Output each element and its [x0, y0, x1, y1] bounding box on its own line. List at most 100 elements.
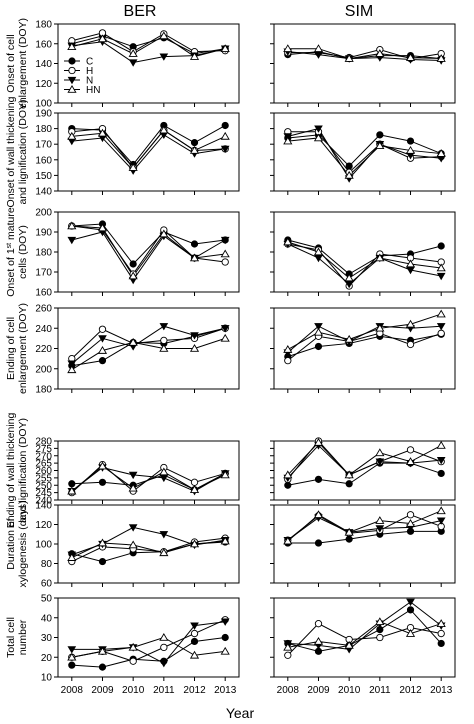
data-point-h [160, 643, 168, 652]
y-tick-label: 30 [41, 633, 53, 644]
x-tick-label: 2013 [214, 685, 237, 696]
data-point-h [98, 325, 107, 333]
data-point-hn [375, 617, 385, 625]
data-point-hn [97, 34, 108, 43]
y-axis-label-line: and lignification (DOY) [17, 418, 29, 523]
y-tick-label: 170 [35, 140, 52, 151]
column-title-ber: BER [124, 3, 157, 20]
data-point-hn [189, 253, 200, 262]
data-point-hn [405, 519, 416, 527]
data-point-n [436, 272, 446, 281]
x-tick-label: 2013 [430, 685, 453, 696]
data-point-n [220, 145, 230, 154]
x-tick-label: 2009 [307, 685, 330, 696]
series-line-n [71, 41, 226, 64]
series-line-c [287, 134, 442, 167]
y-tick-label: 170 [35, 268, 52, 279]
panel-ber-1: 100 120 140 160 180 [35, 20, 240, 110]
panel-frame [57, 440, 240, 501]
x-tick-label: 2011 [369, 685, 391, 696]
data-point-hn [189, 52, 200, 60]
panel-frame [273, 23, 456, 104]
panel-frame [273, 307, 456, 390]
superscript: st [6, 243, 13, 249]
data-point-hn [313, 636, 324, 645]
data-point-h [160, 336, 168, 345]
series-line-c [71, 327, 226, 367]
data-point-hn [436, 309, 446, 318]
data-point-n [67, 646, 77, 654]
data-point-h [376, 633, 384, 642]
series-line-n [287, 601, 442, 650]
data-point-hn [405, 457, 416, 465]
data-point-n [190, 332, 199, 340]
data-point-hn [283, 536, 293, 545]
legend-marker-n [67, 76, 77, 85]
panel-frame [273, 211, 456, 293]
x-tick-label: 2009 [91, 685, 114, 696]
data-point-hn [436, 440, 446, 449]
series-line-c [287, 333, 442, 358]
x-tick-label: 2008 [61, 685, 84, 696]
y-axis-label-line: Onset of 1st mature [5, 207, 17, 297]
data-point-hn [189, 145, 200, 154]
data-point-h [406, 340, 415, 349]
legend-marker-c [68, 57, 76, 65]
data-point-hn [313, 510, 324, 519]
y-tick-label: 240 [35, 496, 52, 507]
panel-ber-7: 10 20 30 40 50 2008 2009 2010 2011 2012 2013 [41, 594, 240, 696]
y-tick-label: 80 [41, 559, 53, 570]
y-axis-label-line: Ending of wall thickening [5, 413, 17, 529]
data-point-hn [405, 629, 416, 637]
y-tick-label: 240 [35, 324, 52, 335]
y-tick-label: 260 [35, 466, 52, 477]
data-point-c [314, 539, 323, 547]
series-line-hn [287, 441, 442, 476]
x-tick-label: 2012 [399, 685, 422, 696]
data-point-hn [436, 54, 446, 62]
series-line-h [287, 131, 442, 174]
panel-ber-2: 140 150 160 170 180 190 [35, 109, 240, 198]
data-point-n [159, 53, 169, 61]
data-point-h [406, 511, 415, 519]
data-point-n [98, 335, 107, 343]
data-point-hn [283, 345, 293, 353]
series-line-hn [287, 48, 442, 60]
panel-ber-4: 180 200 220 240 260 [35, 304, 240, 396]
data-point-hn [97, 223, 108, 232]
y-tick-label: 260 [35, 304, 52, 315]
data-point-n [220, 236, 230, 245]
series-line-h [71, 463, 226, 493]
data-point-n [67, 360, 77, 368]
data-point-hn [67, 42, 77, 51]
data-point-c [98, 478, 107, 486]
panel-sim-2 [270, 112, 456, 195]
series-line-h [71, 537, 226, 563]
y-axis-label-line: Duration of [5, 518, 17, 569]
data-point-h [190, 478, 199, 486]
series-line-hn [287, 241, 442, 279]
data-point-hn [220, 131, 230, 140]
series-line-h [71, 327, 226, 359]
panel-frame [57, 504, 240, 584]
y-axis-label: Ending of cellenlargement (DOY) [5, 303, 29, 394]
data-point-hn [344, 527, 354, 536]
y-tick-label: 150 [35, 171, 52, 182]
data-point-hn [159, 125, 169, 134]
data-point-c [221, 633, 229, 642]
data-point-hn [344, 54, 354, 62]
series-line-h [71, 32, 226, 53]
series-line-n [287, 128, 442, 180]
y-tick-label: 60 [41, 579, 53, 590]
data-point-hn [159, 229, 169, 238]
data-point-hn [220, 333, 230, 342]
y-tick-label: 160 [35, 288, 52, 299]
legend-label-h: H [86, 66, 93, 77]
data-point-hn [67, 365, 77, 374]
data-point-hn [405, 53, 416, 61]
y-tick-label: 220 [35, 344, 52, 355]
y-tick-label: 190 [35, 109, 52, 120]
data-point-c [376, 131, 384, 139]
series-line-n [71, 231, 226, 281]
